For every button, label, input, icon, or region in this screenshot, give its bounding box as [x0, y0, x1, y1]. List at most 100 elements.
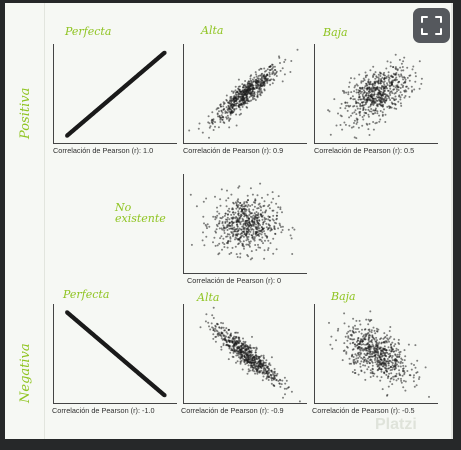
scatter-point [388, 330, 391, 332]
scatter-point [343, 121, 346, 124]
scatter-point [251, 193, 254, 196]
scatter-point [218, 326, 221, 329]
scatter-point [379, 110, 382, 112]
scatter-point [378, 366, 381, 369]
scatter-point [376, 356, 379, 359]
scatter-point [266, 74, 269, 77]
scatter-point [214, 327, 217, 330]
scatter-point [231, 235, 234, 238]
scatter-point [268, 71, 271, 74]
scatter-point [249, 79, 252, 82]
scatter-point [263, 361, 266, 364]
scatter-point [402, 69, 405, 72]
scatter-point [212, 215, 215, 218]
scatter-point [353, 98, 356, 101]
scatter-point [287, 386, 290, 389]
scatter-point [235, 361, 237, 364]
scatter-point [221, 118, 224, 121]
scatter-point [363, 371, 366, 374]
scatter-point [251, 212, 253, 215]
scatter-point [356, 107, 359, 110]
scatter-point [402, 364, 405, 367]
scatter-point [246, 194, 249, 197]
scatter-point [355, 91, 358, 94]
scatter-point [394, 343, 397, 346]
scatter-point [235, 100, 238, 103]
scatter-point [242, 84, 245, 87]
scatter-point [391, 356, 393, 359]
scatter-point [258, 227, 261, 230]
scatter-point [260, 73, 263, 76]
scatter-plot-r-0 [183, 174, 307, 274]
scatter-point [215, 329, 218, 332]
scatter-point [266, 370, 268, 373]
expand-button[interactable] [413, 8, 450, 43]
scatter-point [392, 375, 395, 378]
scatter-point [351, 338, 354, 341]
scatter-point [231, 341, 234, 344]
scatter-point [256, 369, 259, 372]
scatter-point [266, 68, 269, 71]
scatter-point [364, 103, 367, 106]
scatter-point [359, 107, 362, 110]
scatter-point [365, 360, 368, 363]
scatter-point [225, 344, 228, 347]
scatter-point [258, 219, 261, 222]
scatter-point [374, 354, 377, 357]
scatter-point [232, 351, 235, 354]
scatter-point [275, 214, 278, 217]
scatter-point [257, 224, 260, 227]
scatter-point [350, 338, 353, 341]
scatter-point [372, 326, 375, 329]
scatter-point [388, 97, 391, 100]
scatter-point [359, 114, 361, 117]
scatter-point [369, 369, 372, 372]
scatter-point [247, 219, 250, 222]
scatter-point [220, 332, 223, 335]
scatter-point [364, 378, 367, 381]
scatter-point [262, 369, 265, 372]
scatter-point [337, 112, 339, 115]
scatter-point [356, 118, 359, 121]
scatter-svg [199, 306, 301, 403]
scatter-point [402, 82, 405, 84]
scatter-point [414, 344, 417, 347]
scatter-point [370, 329, 373, 332]
scatter-point [243, 91, 245, 94]
scatter-point [393, 350, 396, 353]
scatter-point [352, 98, 355, 101]
scatter-point [402, 60, 405, 63]
scatter-point [250, 225, 253, 227]
caption-r-neg-0-9: Correlación de Pearson (r): -0.9 [181, 406, 284, 415]
scatter-point [352, 105, 355, 108]
scatter-point [355, 137, 358, 140]
scatter-point [258, 365, 261, 368]
scatter-point [257, 233, 260, 236]
scatter-point [391, 92, 394, 94]
scatter-point [355, 88, 358, 91]
scatter-point [360, 343, 363, 346]
scatter-point [215, 335, 218, 338]
scatter-point [391, 368, 394, 371]
scatter-point [401, 361, 404, 364]
scatter-point [378, 97, 381, 100]
scatter-point [388, 349, 391, 352]
scatter-point [376, 361, 379, 364]
scatter-point [235, 340, 238, 343]
scatter-point [246, 345, 249, 348]
scatter-point [250, 99, 253, 102]
scatter-point [273, 367, 276, 370]
scatter-point [412, 380, 415, 383]
scatter-point [255, 78, 258, 81]
scatter-point [413, 385, 416, 388]
scatter-point [227, 109, 229, 112]
scatter-point [408, 95, 411, 98]
scatter-point [386, 394, 388, 397]
scatter-point [212, 129, 215, 131]
scatter-point [394, 67, 397, 70]
scatter-point [239, 207, 242, 209]
scatter-point [398, 351, 401, 354]
scatter-point [229, 237, 232, 240]
scatter-point [233, 108, 236, 111]
scatter-point [380, 341, 383, 344]
